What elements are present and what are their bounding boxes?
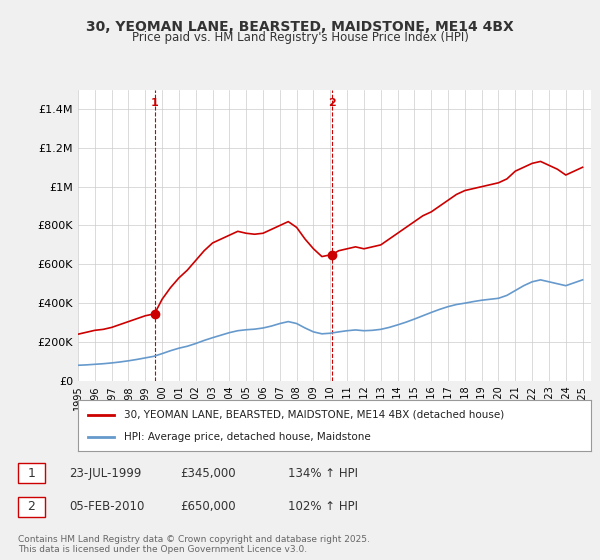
Text: £345,000: £345,000 xyxy=(180,466,236,480)
Text: Contains HM Land Registry data © Crown copyright and database right 2025.
This d: Contains HM Land Registry data © Crown c… xyxy=(18,535,370,554)
Text: 05-FEB-2010: 05-FEB-2010 xyxy=(69,500,145,514)
Text: 23-JUL-1999: 23-JUL-1999 xyxy=(69,466,142,480)
Text: £650,000: £650,000 xyxy=(180,500,236,514)
Text: 134% ↑ HPI: 134% ↑ HPI xyxy=(288,466,358,480)
Text: Price paid vs. HM Land Registry's House Price Index (HPI): Price paid vs. HM Land Registry's House … xyxy=(131,31,469,44)
Text: 102% ↑ HPI: 102% ↑ HPI xyxy=(288,500,358,514)
Text: 2: 2 xyxy=(328,99,335,108)
Text: 1: 1 xyxy=(151,99,158,108)
Text: 1: 1 xyxy=(27,466,35,480)
Text: 30, YEOMAN LANE, BEARSTED, MAIDSTONE, ME14 4BX: 30, YEOMAN LANE, BEARSTED, MAIDSTONE, ME… xyxy=(86,20,514,34)
Text: HPI: Average price, detached house, Maidstone: HPI: Average price, detached house, Maid… xyxy=(124,432,371,442)
Text: 2: 2 xyxy=(27,500,35,514)
Text: 30, YEOMAN LANE, BEARSTED, MAIDSTONE, ME14 4BX (detached house): 30, YEOMAN LANE, BEARSTED, MAIDSTONE, ME… xyxy=(124,409,505,419)
